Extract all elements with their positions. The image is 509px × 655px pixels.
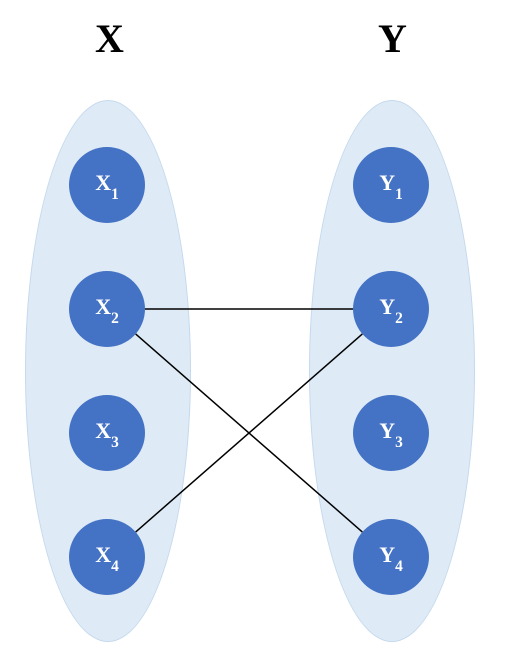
node-x4-base: X bbox=[95, 542, 111, 567]
node-x2-label: X2 bbox=[95, 294, 119, 324]
set-label-y-text: Y bbox=[378, 16, 407, 61]
node-y2-label: Y2 bbox=[379, 294, 403, 324]
node-y1-label: Y1 bbox=[379, 170, 403, 200]
node-y4: Y4 bbox=[353, 519, 429, 595]
node-x3-label: X3 bbox=[95, 418, 119, 448]
node-x2: X2 bbox=[69, 271, 145, 347]
set-label-y: Y bbox=[378, 15, 407, 62]
node-y2-sub: 2 bbox=[395, 310, 403, 327]
node-y1-base: Y bbox=[379, 170, 395, 195]
set-label-x-text: X bbox=[95, 16, 124, 61]
node-x2-base: X bbox=[95, 294, 111, 319]
node-y4-label: Y4 bbox=[379, 542, 403, 572]
set-label-x: X bbox=[95, 15, 124, 62]
node-x3-sub: 3 bbox=[111, 434, 119, 451]
node-y4-sub: 4 bbox=[395, 558, 403, 575]
node-y1: Y1 bbox=[353, 147, 429, 223]
node-x3-base: X bbox=[95, 418, 111, 443]
node-x4: X4 bbox=[69, 519, 145, 595]
node-y4-base: Y bbox=[379, 542, 395, 567]
node-x1-base: X bbox=[95, 170, 111, 195]
node-y1-sub: 1 bbox=[395, 186, 403, 203]
node-x4-label: X4 bbox=[95, 542, 119, 572]
node-x1-sub: 1 bbox=[111, 186, 119, 203]
node-y3-sub: 3 bbox=[395, 434, 403, 451]
diagram-canvas: X Y X1 X2 X3 X4 Y1 Y2 bbox=[0, 0, 509, 655]
node-x1: X1 bbox=[69, 147, 145, 223]
node-x2-sub: 2 bbox=[111, 310, 119, 327]
node-y3-label: Y3 bbox=[379, 418, 403, 448]
node-x1-label: X1 bbox=[95, 170, 119, 200]
node-y2-base: Y bbox=[379, 294, 395, 319]
node-x4-sub: 4 bbox=[111, 558, 119, 575]
node-y3: Y3 bbox=[353, 395, 429, 471]
node-y2: Y2 bbox=[353, 271, 429, 347]
node-y3-base: Y bbox=[379, 418, 395, 443]
node-x3: X3 bbox=[69, 395, 145, 471]
